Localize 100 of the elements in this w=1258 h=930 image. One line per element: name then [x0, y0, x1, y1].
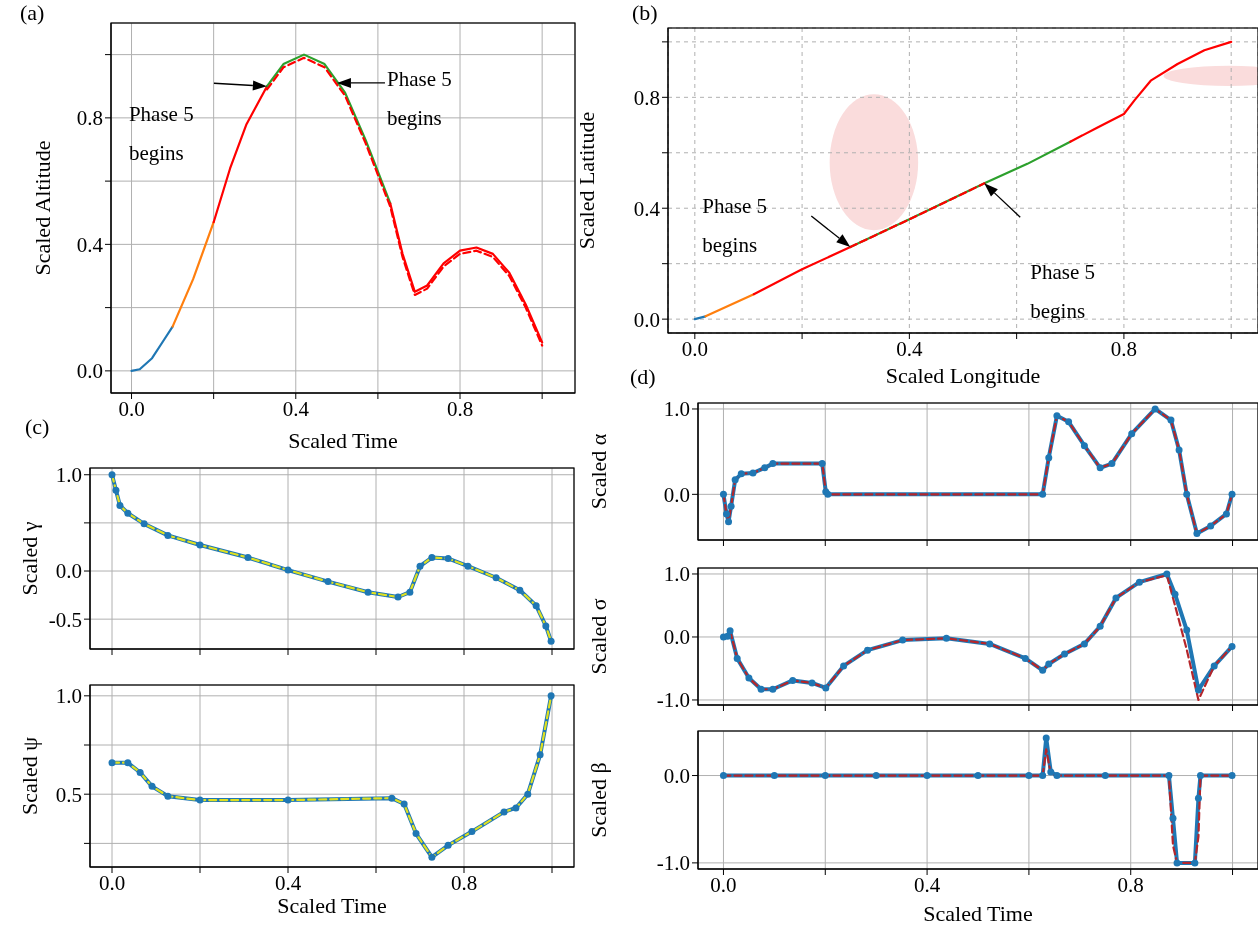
point [974, 772, 982, 780]
point [1025, 772, 1033, 780]
point [1167, 416, 1175, 424]
point [1061, 650, 1069, 658]
point [1196, 772, 1204, 780]
y-tick-label: 0.0 [633, 307, 660, 332]
annotation: Phase 5 begins [702, 193, 768, 257]
x-tick-label: 0.8 [446, 396, 474, 421]
point [731, 476, 739, 484]
point [818, 460, 826, 468]
point [1096, 464, 1104, 472]
point [444, 841, 452, 849]
x-tick-label: 0.0 [681, 336, 708, 361]
y-tick-label: -1.0 [656, 688, 690, 713]
x-axis-title: Scaled Time [277, 893, 387, 918]
chart-title: (d) [630, 364, 656, 390]
x-tick-label: 0.4 [913, 872, 941, 897]
x-tick-label: 0.4 [274, 870, 302, 895]
point [745, 674, 753, 682]
point [416, 562, 424, 570]
point [1112, 594, 1120, 602]
point [1039, 666, 1047, 674]
point [1080, 442, 1088, 450]
point [726, 627, 734, 635]
point [1135, 578, 1143, 586]
point [1045, 454, 1053, 462]
chart-title: (c) [25, 414, 50, 440]
point [1080, 640, 1088, 648]
point [1194, 686, 1202, 694]
point [547, 637, 555, 645]
point [524, 790, 532, 798]
point [761, 464, 769, 472]
y-tick-label: 0.0 [76, 359, 103, 384]
point [727, 502, 735, 510]
point [840, 662, 848, 670]
point [1183, 490, 1191, 498]
point [1171, 590, 1179, 598]
point [244, 554, 252, 562]
point [1053, 772, 1061, 780]
point [412, 830, 420, 838]
point [1194, 794, 1202, 802]
point [1101, 772, 1109, 780]
x-tick-label: 0.8 [1117, 872, 1144, 897]
point [1047, 768, 1055, 776]
x-tick-label: 0.4 [896, 336, 923, 361]
point [1045, 660, 1053, 668]
point [196, 796, 204, 804]
x-tick-label: 0.8 [1110, 336, 1138, 361]
point [1151, 405, 1159, 413]
point [468, 828, 476, 836]
point [164, 792, 172, 800]
annotation: Phase 5 begins [386, 66, 452, 130]
point [986, 640, 994, 648]
point [112, 486, 120, 494]
point [719, 772, 727, 780]
point [1128, 430, 1136, 438]
point [789, 676, 797, 684]
point [757, 685, 765, 693]
y-tick-label: 0.4 [76, 232, 104, 257]
x-tick-label: 0.0 [118, 396, 145, 421]
point [1053, 412, 1061, 420]
point [1228, 490, 1236, 498]
y-axis-title: Scaled α [585, 433, 611, 510]
x-tick-label: 0.0 [98, 870, 126, 895]
point [1207, 522, 1215, 530]
point [1039, 772, 1047, 780]
point [1065, 418, 1073, 426]
x-tick-label: 0.0 [710, 872, 737, 897]
point [1039, 490, 1047, 498]
point [1193, 530, 1201, 538]
point [821, 772, 829, 780]
line-series [130, 325, 174, 372]
point [808, 679, 816, 687]
y-tick-label: 1.0 [55, 463, 82, 488]
point [1175, 446, 1183, 454]
point [1163, 570, 1171, 578]
point [864, 646, 872, 654]
point [899, 636, 907, 644]
point [1169, 814, 1177, 822]
point [394, 593, 402, 601]
chart-title: (a) [20, 0, 45, 26]
point [1042, 734, 1050, 742]
point [725, 518, 733, 526]
x-axis-title: Scaled Longitude [885, 363, 1041, 388]
point [1191, 859, 1199, 867]
x-axis-title: Scaled Time [288, 428, 398, 453]
point [1021, 654, 1029, 662]
x-tick-label: 0.8 [450, 870, 478, 895]
point [388, 794, 396, 802]
y-tick-label: 0.8 [633, 85, 660, 110]
point [872, 772, 880, 780]
point [284, 566, 292, 574]
point [1222, 510, 1230, 518]
point [770, 772, 778, 780]
point [1183, 626, 1191, 634]
point [492, 574, 500, 582]
annotation: Phase 5 begins [1030, 260, 1095, 324]
point [108, 471, 116, 479]
y-axis-title: Scaled Altitude [29, 140, 55, 276]
point [196, 541, 204, 549]
